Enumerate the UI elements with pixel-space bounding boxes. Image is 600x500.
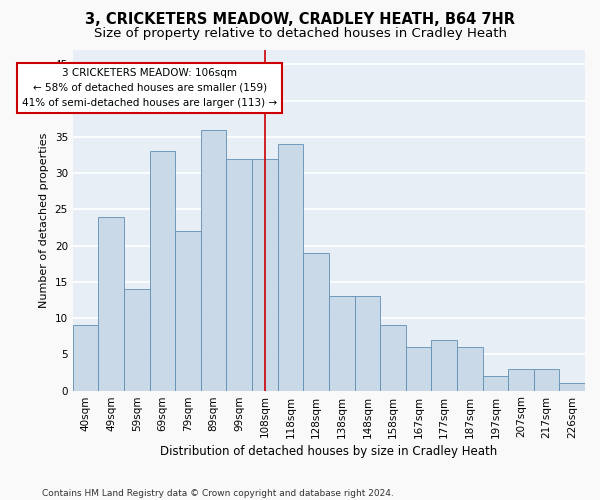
Bar [508,369,534,390]
Text: Contains HM Land Registry data © Crown copyright and database right 2024.: Contains HM Land Registry data © Crown c… [42,488,394,498]
Bar [201,130,226,390]
Bar [534,369,559,390]
Bar [252,158,278,390]
Bar [98,216,124,390]
Bar [124,289,149,390]
Text: 3 CRICKETERS MEADOW: 106sqm
← 58% of detached houses are smaller (159)
41% of se: 3 CRICKETERS MEADOW: 106sqm ← 58% of det… [22,68,277,108]
Bar [329,296,355,390]
Text: Size of property relative to detached houses in Cradley Heath: Size of property relative to detached ho… [94,28,506,40]
Bar [303,253,329,390]
X-axis label: Distribution of detached houses by size in Cradley Heath: Distribution of detached houses by size … [160,444,497,458]
Bar [278,144,303,390]
Bar [226,158,252,390]
Bar [457,347,482,391]
Bar [431,340,457,390]
Y-axis label: Number of detached properties: Number of detached properties [39,132,49,308]
Bar [380,326,406,390]
Bar [175,231,201,390]
Bar [355,296,380,390]
Bar [149,152,175,390]
Bar [406,347,431,391]
Bar [482,376,508,390]
Bar [73,326,98,390]
Bar [559,384,585,390]
Text: 3, CRICKETERS MEADOW, CRADLEY HEATH, B64 7HR: 3, CRICKETERS MEADOW, CRADLEY HEATH, B64… [85,12,515,28]
